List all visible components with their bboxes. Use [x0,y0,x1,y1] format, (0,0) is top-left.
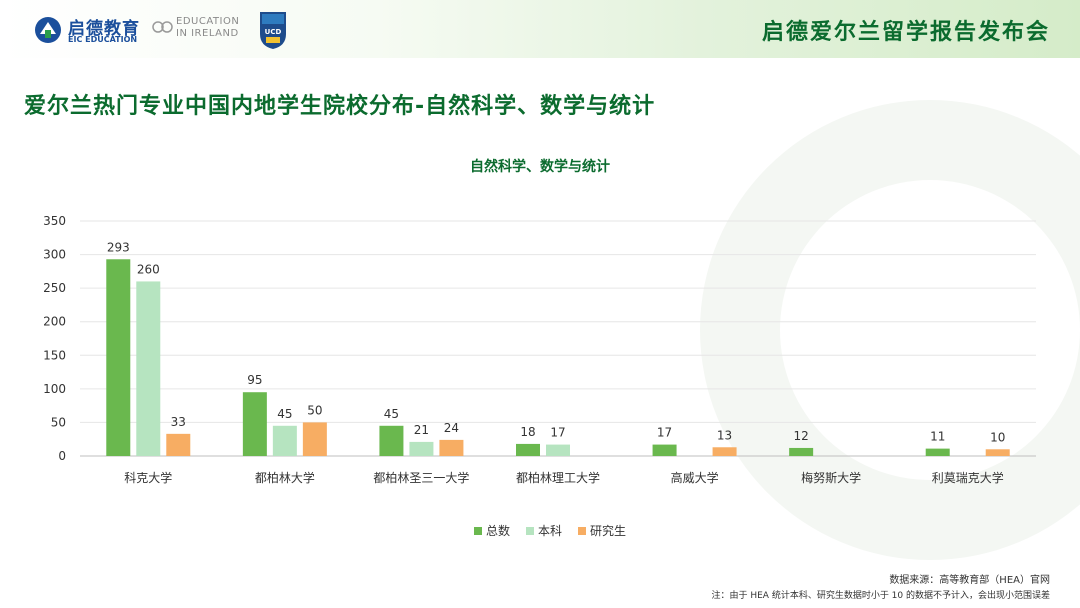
page-title: 爱尔兰热门专业中国内地学生院校分布-自然科学、数学与统计 [24,94,656,119]
bar [106,259,131,456]
x-tick-label: 都柏林圣三一大学 [373,470,469,485]
legend-label: 研究生 [590,523,626,538]
data-label: 11 [930,430,945,444]
bar [789,447,814,456]
x-axis-labels: 科克大学 都柏林大学 都柏林圣三一大学 都柏林理工大学 高威大学 梅努斯大学 利莫瑞克大学 [124,470,1003,485]
x-tick-label: 利莫瑞克大学 [932,470,1004,485]
bar [409,441,434,456]
y-tick-label: 250 [43,281,66,295]
legend-label: 总数 [486,523,510,538]
event-title: 启德爱尔兰留学报告发布会 [761,20,1050,45]
data-label: 21 [414,423,429,437]
x-tick-label: 梅努斯大学 [801,470,861,485]
bar [379,425,404,456]
y-tick-label: 300 [43,248,66,262]
data-label: 17 [657,426,672,440]
data-label: 50 [307,403,322,417]
bar [516,443,540,456]
y-tick-label: 50 [51,415,66,429]
data-label: 12 [794,429,809,443]
ucd-label: UCD [265,28,282,36]
data-label: 13 [717,428,732,442]
bar [712,447,737,456]
y-tick-label: 200 [43,315,66,329]
grid-lines [80,220,1036,457]
footnote: 注：由于 HEA 统计本科、研究生数据时小于 10 的数据不予计入，会出现小范围… [711,591,1050,601]
y-tick-label: 100 [43,382,66,396]
data-label: 260 [137,262,160,276]
bar [652,444,677,456]
partner-line1: EDUCATION [176,16,240,27]
legend-swatch [526,527,534,535]
eic-logo-icon [35,17,61,43]
bar [925,448,950,456]
eic-logo: 启德教育 EIC EDUCATION [34,14,144,46]
x-tick-label: 科克大学 [124,470,172,485]
bar [166,433,191,456]
bar [985,449,1010,456]
data-label: 95 [247,373,262,387]
legend-swatch [578,527,586,535]
data-label: 10 [990,430,1005,444]
x-tick-label: 都柏林大学 [255,470,315,485]
bar [302,422,327,456]
data-label: 18 [520,425,535,439]
brand-name: 启德教育 [68,19,140,39]
x-tick-label: 高威大学 [671,470,719,485]
y-axis-ticks: 0 50 100 150 200 250 300 350 [43,214,66,463]
bar [439,439,464,456]
legend-swatch [474,527,482,535]
chart-title: 自然科学、数学与统计 [470,159,610,175]
bar [546,444,570,456]
y-tick-label: 150 [43,348,66,362]
data-label: 33 [171,415,186,429]
partner-line2: IN IRELAND [176,28,239,39]
legend: 总数 本科 研究生 [474,523,626,538]
bar [272,425,297,456]
y-tick-label: 350 [43,214,66,228]
header-bar: 启德教育 EIC EDUCATION EDUCATION IN IRELAND … [0,0,1080,58]
bar [242,392,267,456]
data-label: 17 [550,426,565,440]
ireland-logo-icon [152,21,173,33]
bar [136,281,161,456]
brand-sub: EIC EDUCATION [68,35,138,44]
legend-label: 本科 [538,524,562,538]
bars [106,259,1010,456]
education-in-ireland-logo: EDUCATION IN IRELAND [152,14,244,46]
data-label: 293 [107,240,130,254]
data-label: 24 [444,421,459,435]
x-tick-label: 都柏林理工大学 [516,470,600,485]
data-source: 数据来源：高等教育部（HEA）官网 [889,575,1050,586]
data-label: 45 [277,407,292,421]
y-tick-label: 0 [58,449,66,463]
ucd-logo: UCD [260,12,286,49]
data-labels: 293 260 33 95 45 50 45 21 24 18 17 17 13 12 11 10 [107,240,1006,444]
data-label: 45 [384,407,399,421]
